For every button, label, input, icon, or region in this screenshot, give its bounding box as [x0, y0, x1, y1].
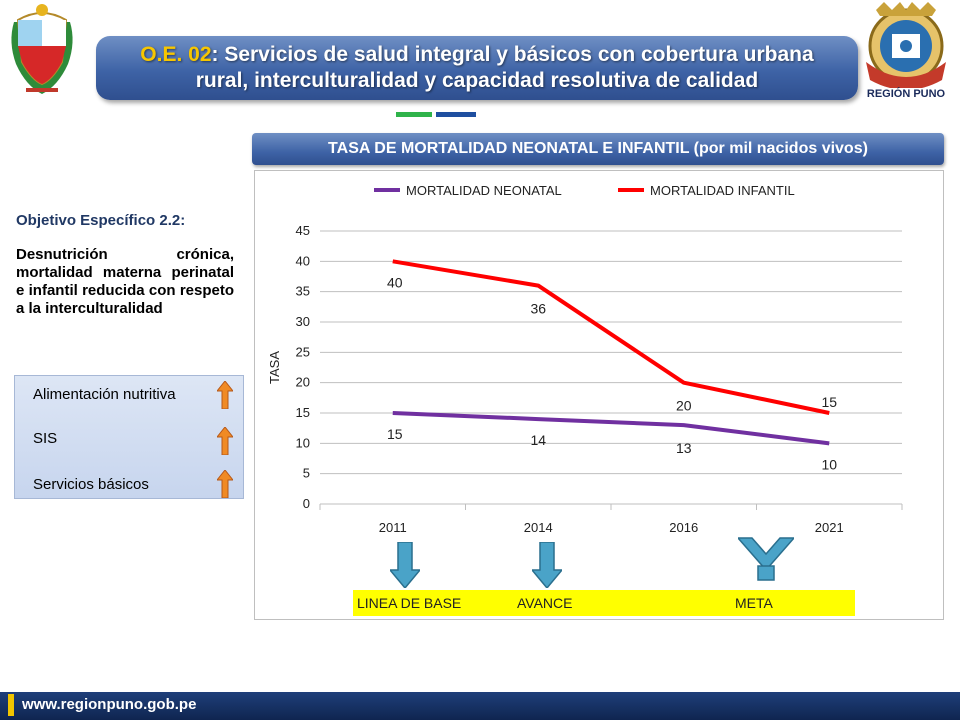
data-label: 13 [676, 440, 692, 456]
peru-coat-of-arms-logo [4, 2, 80, 98]
y-tick-label: 45 [296, 223, 310, 238]
arrow-down-base-icon [388, 541, 422, 593]
y-tick-label: 5 [303, 466, 310, 481]
footer-accent [8, 694, 14, 716]
title-banner: O.E. 02: Servicios de salud integral y b… [96, 36, 858, 100]
timeline-bar: LINEA DE BASE AVANCE META [353, 590, 855, 616]
objective-title: Objetivo Específico 2.2: [16, 212, 186, 229]
data-label: 14 [530, 432, 546, 448]
region-label: REGIÓN PUNO [864, 88, 948, 100]
data-label: 20 [676, 398, 692, 414]
double-chevron-meta-icon [736, 536, 796, 589]
page-title: O.E. 02: Servicios de salud integral y b… [96, 42, 858, 94]
y-tick-label: 35 [296, 284, 310, 299]
footer-url: www.regionpuno.gob.pe [22, 696, 197, 713]
y-tick-label: 15 [296, 405, 310, 420]
chart-frame [254, 170, 944, 620]
x-tick-label: 2014 [524, 520, 553, 535]
green-stripe [396, 112, 432, 117]
timeline-label-avance: AVANCE [517, 595, 573, 611]
timeline-label-base: LINEA DE BASE [357, 595, 462, 611]
arrow-up-icon [215, 469, 235, 503]
y-tick-label: 30 [296, 314, 310, 329]
objective-text: Desnutrición crónica, mortalidad materna… [16, 246, 234, 317]
y-tick-label: 10 [296, 435, 310, 450]
series-line-infantil [392, 259, 830, 415]
y-tick-label: 20 [296, 375, 310, 390]
chart-subtitle: (por mil nacidos vivos) [693, 140, 868, 157]
region-puno-emblem-logo: REGIÓN PUNO [856, 2, 956, 114]
title-line-1: : Servicios de salud integral y básicos … [211, 43, 814, 66]
data-label: 15 [387, 426, 403, 442]
strategy-list: Alimentación nutritiva SIS Servicios bás… [14, 375, 244, 499]
x-tick-label: 2011 [379, 520, 407, 535]
arrow-up-icon [215, 426, 235, 460]
y-axis-label: TASA [267, 351, 282, 384]
data-label: 36 [530, 301, 546, 317]
chart-title: TASA DE MORTALIDAD NEONATAL E INFANTIL [328, 140, 690, 157]
chart-header: TASA DE MORTALIDAD NEONATAL E INFANTIL (… [252, 133, 944, 165]
objective-code: O.E. 02 [140, 43, 212, 66]
blue-stripe [436, 112, 476, 117]
data-label: 10 [821, 456, 837, 472]
list-item-servicios: Servicios básicos [33, 476, 149, 493]
y-tick-label: 0 [303, 496, 310, 511]
footer-bar: www.regionpuno.gob.pe [0, 692, 960, 720]
arrow-up-icon [215, 380, 235, 414]
title-line-2: rural, interculturalidad y capacidad res… [195, 69, 759, 92]
series-line-neonatal [392, 411, 830, 446]
data-label: 40 [387, 274, 403, 290]
list-item-sis: SIS [33, 430, 58, 447]
y-tick-label: 25 [296, 344, 310, 359]
legend-entry: MORTALIDAD INFANTIL [650, 183, 795, 198]
x-tick-label: 2021 [815, 520, 844, 535]
list-item-alimentacion: Alimentación nutritiva [33, 386, 176, 403]
arrow-down-avance-icon [530, 541, 564, 593]
legend-entry: MORTALIDAD NEONATAL [406, 183, 562, 198]
x-tick-label: 2016 [669, 520, 698, 535]
timeline-label-meta: META [735, 595, 773, 611]
y-tick-label: 40 [296, 253, 310, 268]
data-label: 15 [821, 394, 837, 410]
